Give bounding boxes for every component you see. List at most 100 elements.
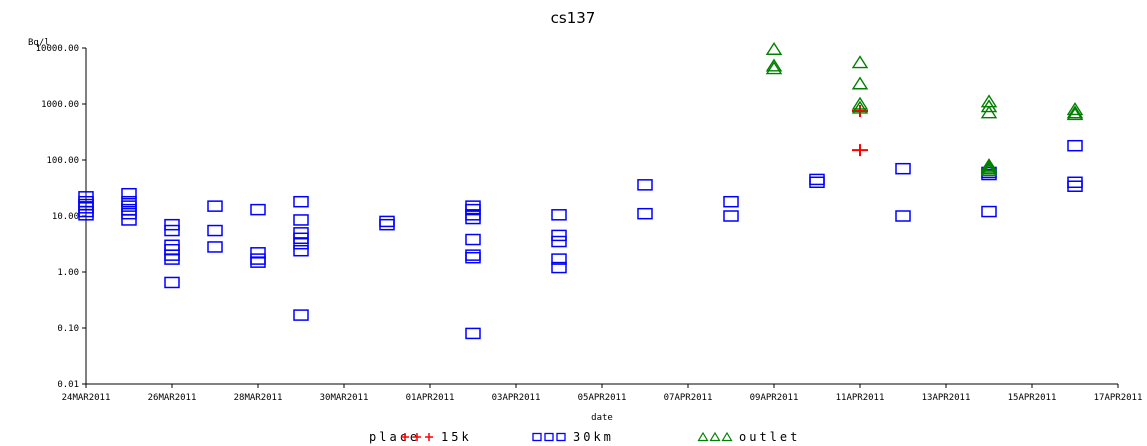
y-tick-label: 0.10: [57, 324, 79, 334]
data-point-30km: [551, 253, 567, 265]
data-point-30km: [250, 256, 266, 268]
data-point-30km: [293, 214, 309, 226]
y-ticks: 0.01 0.10 1.00 10.00 100.00 1000.00 10000.00: [36, 44, 86, 390]
data-point-30km: [164, 218, 180, 231]
legend-entry-15k: 15k: [401, 430, 472, 444]
legend-symbol: [556, 432, 566, 442]
data-point-30km: [293, 244, 309, 257]
x-tick-label: 30MAR2011: [320, 393, 369, 403]
x-tick-label: 01APR2011: [406, 393, 455, 403]
data-point-30km: [723, 195, 739, 208]
data-point-30km: [551, 229, 567, 242]
y-tick-label: 0.01: [57, 380, 79, 390]
data-point-30km: [637, 207, 653, 220]
x-axis-label: date: [591, 413, 613, 423]
data-point-30km: [207, 200, 223, 212]
y-axis-label: Bq/l: [28, 38, 50, 48]
legend-symbol: [532, 432, 542, 442]
x-tick-label: 05APR2011: [578, 393, 627, 403]
x-tick-label: 28MAR2011: [234, 393, 283, 403]
x-tick-label: 13APR2011: [922, 393, 971, 403]
legend-symbol: [697, 431, 709, 442]
y-tick-label: 10000.00: [36, 44, 79, 54]
legend: place 15k 30km outlet: [369, 430, 800, 444]
data-point-30km: [465, 212, 481, 225]
data-point-30km: [250, 203, 266, 216]
data-point-outlet: [980, 105, 998, 119]
data-point-30km: [379, 218, 395, 231]
data-point-30km: [465, 251, 481, 264]
data-point-outlet: [980, 99, 998, 113]
x-tick-label: 09APR2011: [750, 393, 799, 403]
x-ticks: 24MAR2011 26MAR2011 28MAR2011 30MAR2011 01AP…: [62, 384, 1142, 403]
data-point-30km: [293, 237, 309, 250]
data-point-30km: [293, 195, 309, 208]
data-point-30km: [379, 215, 395, 228]
data-point-outlet: [851, 55, 869, 69]
x-tick-label: 26MAR2011: [148, 393, 197, 403]
plot-area: [85, 48, 1118, 385]
data-point-30km: [981, 205, 997, 218]
legend-symbol: [413, 433, 421, 441]
data-point-30km: [207, 241, 223, 253]
data-point-30km: [551, 235, 567, 248]
data-point-30km: [121, 187, 137, 200]
data-point-30km: [809, 176, 825, 189]
legend-entry-30km: 30km: [532, 430, 614, 444]
data-point-outlet: [765, 61, 783, 75]
data-point-outlet: [1066, 107, 1084, 121]
data-point-outlet: [980, 159, 998, 173]
data-point-outlet: [1066, 102, 1084, 116]
data-point-30km: [164, 253, 180, 265]
x-tick-label: 15APR2011: [1008, 393, 1057, 403]
data-point-30km: [1067, 139, 1083, 152]
data-point-outlet: [980, 161, 998, 175]
data-point-30km: [164, 276, 180, 289]
data-point-outlet: [980, 158, 998, 172]
data-point-30km: [1067, 176, 1083, 189]
legend-title: place: [369, 430, 420, 444]
data-point-outlet: [851, 100, 869, 114]
y-tick-label: 10.00: [52, 212, 79, 222]
series-outlet: [765, 41, 1084, 177]
data-point-30km: [164, 224, 180, 237]
x-tick-label: 11APR2011: [836, 393, 885, 403]
legend-label: outlet: [739, 430, 800, 444]
chart-title: cs137: [551, 9, 596, 27]
legend-symbol: [721, 431, 733, 442]
legend-symbol: [401, 433, 409, 441]
data-point-30km: [465, 327, 481, 340]
series-30km: [78, 139, 1083, 340]
data-point-30km: [809, 173, 825, 186]
data-point-30km: [465, 249, 481, 261]
legend-label: 30km: [573, 430, 614, 444]
legend-entry-outlet: outlet: [697, 430, 800, 444]
data-point-30km: [121, 207, 137, 220]
data-point-30km: [465, 233, 481, 246]
data-point-30km: [637, 179, 653, 191]
data-point-30km: [121, 214, 137, 226]
data-point-30km: [895, 162, 911, 175]
data-point-30km: [78, 209, 94, 221]
data-point-30km: [1067, 180, 1083, 192]
legend-symbol: [709, 431, 721, 442]
data-point-30km: [895, 210, 911, 222]
x-tick-label: 24MAR2011: [62, 393, 111, 403]
data-point-outlet: [1066, 105, 1084, 119]
data-point-outlet: [765, 58, 783, 72]
data-point-outlet: [851, 96, 869, 110]
data-point-30km: [551, 261, 567, 274]
data-point-30km: [207, 224, 223, 237]
y-tick-label: 1.00: [57, 268, 79, 278]
legend-symbol: [544, 432, 554, 442]
data-point-outlet: [980, 163, 998, 177]
legend-symbol: [425, 433, 433, 441]
data-point-30km: [723, 210, 739, 222]
y-tick-label: 100.00: [46, 156, 79, 166]
legend-label: 15k: [441, 430, 472, 444]
data-point-outlet: [851, 76, 869, 90]
x-tick-label: 03APR2011: [492, 393, 541, 403]
data-point-30km: [250, 253, 266, 265]
data-point-30km: [293, 309, 309, 321]
